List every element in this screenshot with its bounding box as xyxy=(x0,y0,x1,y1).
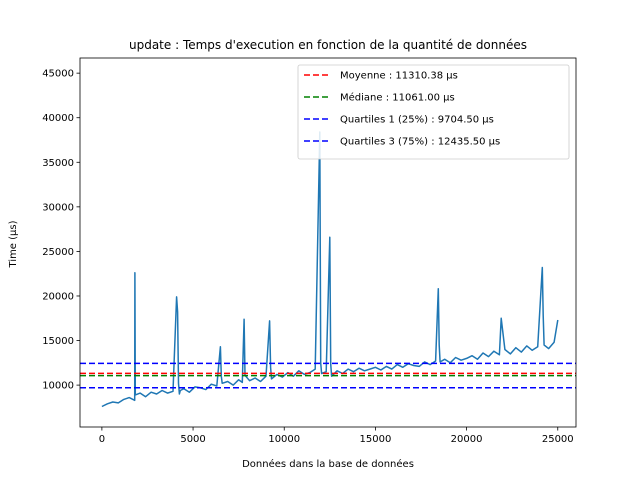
y-tick-label: 40000 xyxy=(42,113,74,124)
legend-box xyxy=(297,64,570,160)
y-tick-label: 45000 xyxy=(42,69,74,80)
y-tick-label: 10000 xyxy=(42,381,74,392)
x-axis-title: Données dans la base de données xyxy=(242,458,414,470)
x-tick-label: 25000 xyxy=(542,434,574,445)
x-tick-label: 20000 xyxy=(451,434,483,445)
y-tick-label: 25000 xyxy=(42,247,74,258)
y-tick-label: 20000 xyxy=(42,291,74,302)
x-tick-label: 0 xyxy=(99,434,105,445)
plot-area: 0 5000 10000 15000 20000 25000 10000 15000 20000… xyxy=(42,57,577,445)
legend-label: Médiane : 11061.00 µs xyxy=(340,92,455,104)
legend-label: Quartiles 3 (75%) : 12435.50 µs xyxy=(340,137,500,148)
series-line-0 xyxy=(101,131,559,408)
legend-label: Moyenne : 11310.38 µs xyxy=(340,71,458,82)
legend-label: Quartiles 1 (25%) : 9704.50 µs xyxy=(340,115,494,126)
y-tick-label: 30000 xyxy=(42,202,74,213)
chart-title: update : Temps d'execution en fonction d… xyxy=(129,38,527,52)
x-tick-label: 10000 xyxy=(268,434,300,445)
y-axis-title: Time (µs) xyxy=(8,220,19,268)
x-tick-label: 15000 xyxy=(360,434,392,445)
y-tick-label: 35000 xyxy=(42,158,74,169)
x-tick-label: 5000 xyxy=(180,434,205,445)
legend: Moyenne : 11310.38 µs Médiane : 11061.00 … xyxy=(297,64,570,160)
y-tick-label: 15000 xyxy=(42,336,74,347)
axes-frame xyxy=(79,57,577,428)
